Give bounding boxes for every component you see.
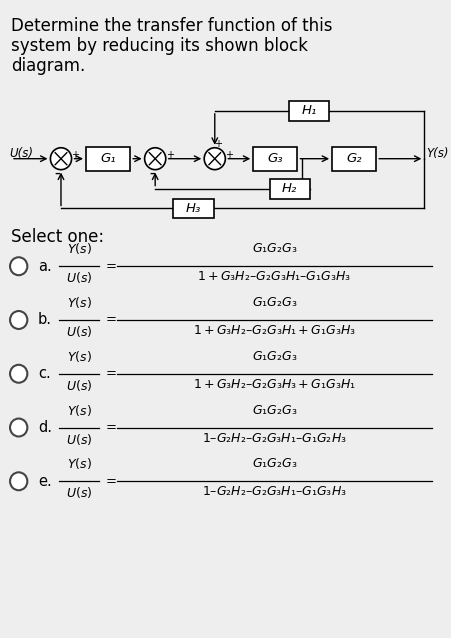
Text: $\mathit{Y(s)}$: $\mathit{Y(s)}$ xyxy=(67,295,92,310)
Text: system by reducing its shown block: system by reducing its shown block xyxy=(11,37,307,56)
Text: H₂: H₂ xyxy=(281,182,297,195)
Circle shape xyxy=(10,472,27,490)
Text: $\mathit{G₁ G₂ G₃}$: $\mathit{G₁ G₂ G₃}$ xyxy=(251,242,296,255)
Text: $\mathit{G₁ G₂ G₃}$: $\mathit{G₁ G₂ G₃}$ xyxy=(251,404,296,417)
Text: +: + xyxy=(225,150,233,160)
Text: =: = xyxy=(105,421,116,434)
Bar xyxy=(86,147,130,170)
Text: $\mathit{1 – G₂ H₂ – G₂ G₃ H₁ – G₁ G₂ H₃}$: $\mathit{1 – G₂ H₂ – G₂ G₃ H₁ – G₁ G₂ H₃… xyxy=(202,431,346,445)
Text: –: – xyxy=(149,168,154,179)
Text: $\mathit{G₁ G₂ G₃}$: $\mathit{G₁ G₂ G₃}$ xyxy=(251,350,296,363)
Circle shape xyxy=(204,148,225,170)
Text: G₃: G₃ xyxy=(267,152,282,165)
Text: b.: b. xyxy=(38,313,52,327)
Text: G₁: G₁ xyxy=(100,152,115,165)
Text: $\mathit{1 – G₂ H₂ – G₂ G₃ H₁ – G₁ G₃ H₃}$: $\mathit{1 – G₂ H₂ – G₂ G₃ H₁ – G₁ G₃ H₃… xyxy=(202,486,346,498)
Circle shape xyxy=(51,148,71,170)
Text: $\mathit{Y(s)}$: $\mathit{Y(s)}$ xyxy=(67,456,92,471)
Text: Determine the transfer function of this: Determine the transfer function of this xyxy=(11,17,332,35)
Text: $\mathit{Y(s)}$: $\mathit{Y(s)}$ xyxy=(67,403,92,417)
Bar xyxy=(173,198,213,218)
Text: $\mathit{1 + G₃ H₂ – G₂ G₃ H₁ – G₁ G₃ H₃}$: $\mathit{1 + G₃ H₂ – G₂ G₃ H₁ – G₁ G₃ H₃… xyxy=(197,271,350,283)
Text: a.: a. xyxy=(38,259,51,274)
Bar xyxy=(331,147,375,170)
Text: $\mathit{Y(s)}$: $\mathit{Y(s)}$ xyxy=(67,349,92,364)
Text: $\mathit{G₁ G₂ G₃}$: $\mathit{G₁ G₂ G₃}$ xyxy=(251,296,296,309)
Text: =: = xyxy=(105,475,116,488)
Text: e.: e. xyxy=(38,474,51,489)
Circle shape xyxy=(10,311,27,329)
Text: +: + xyxy=(214,139,221,149)
Bar xyxy=(288,101,328,121)
Text: d.: d. xyxy=(38,420,52,435)
Text: Select one:: Select one: xyxy=(11,228,104,246)
Text: =: = xyxy=(105,260,116,272)
Text: $\mathit{G₁ G₂ G₃}$: $\mathit{G₁ G₂ G₃}$ xyxy=(251,457,296,470)
Bar xyxy=(269,179,309,198)
Text: $\mathit{U(s)}$: $\mathit{U(s)}$ xyxy=(66,378,92,393)
Text: +: + xyxy=(71,150,79,160)
Text: $\mathit{Y(s)}$: $\mathit{Y(s)}$ xyxy=(67,241,92,256)
Text: $\mathit{1 + G₃ H₂ – G₂ G₃ H₃ + G₁ G₃ H₁}$: $\mathit{1 + G₃ H₂ – G₂ G₃ H₃ + G₁ G₃ H₁… xyxy=(193,378,355,390)
Text: G₂: G₂ xyxy=(345,152,361,165)
Text: =: = xyxy=(105,313,116,327)
Text: diagram.: diagram. xyxy=(11,57,85,75)
Text: c.: c. xyxy=(38,366,51,382)
Text: $\mathit{U(s)}$: $\mathit{U(s)}$ xyxy=(66,431,92,447)
Text: $\mathit{U(s)}$: $\mathit{U(s)}$ xyxy=(66,486,92,500)
Text: $\mathit{U(s)}$: $\mathit{U(s)}$ xyxy=(66,324,92,339)
Text: U(s): U(s) xyxy=(9,147,33,160)
Circle shape xyxy=(10,257,27,275)
Text: –: – xyxy=(55,168,60,179)
Bar xyxy=(253,147,297,170)
Text: Y(s): Y(s) xyxy=(425,147,448,160)
Text: $\mathit{1 + G₃ H₂ – G₂ G₃ H₁ + G₁ G₃ H₃}$: $\mathit{1 + G₃ H₂ – G₂ G₃ H₁ + G₁ G₃ H₃… xyxy=(193,324,355,337)
Text: =: = xyxy=(105,367,116,380)
Circle shape xyxy=(10,365,27,383)
Text: H₁: H₁ xyxy=(301,105,316,117)
Circle shape xyxy=(10,419,27,436)
Text: $\mathit{U(s)}$: $\mathit{U(s)}$ xyxy=(66,271,92,285)
Circle shape xyxy=(144,148,166,170)
Text: +: + xyxy=(165,150,173,160)
Text: H₃: H₃ xyxy=(185,202,201,215)
